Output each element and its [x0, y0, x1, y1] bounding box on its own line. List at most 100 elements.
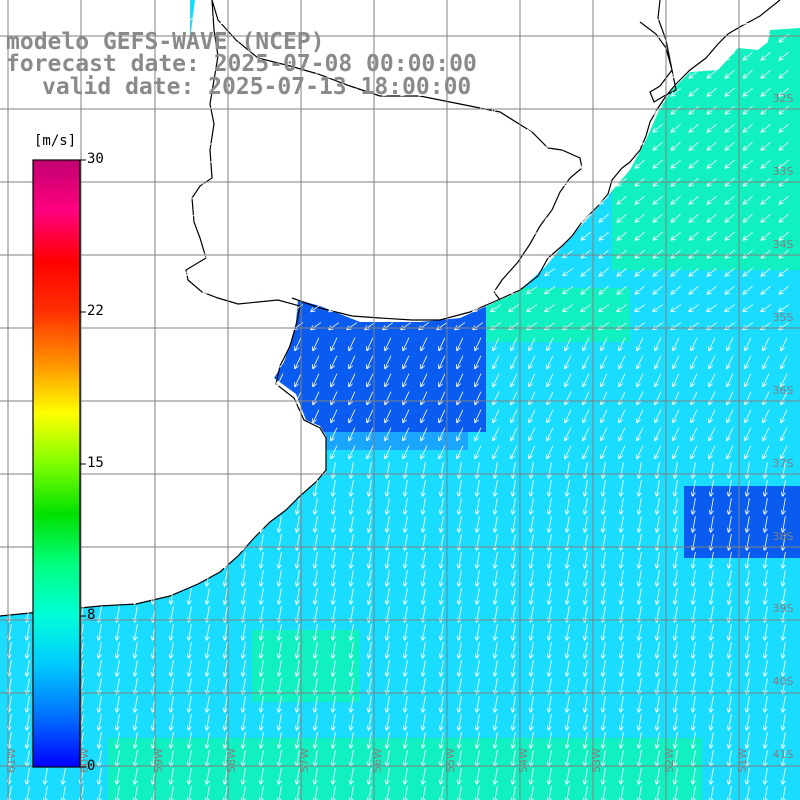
wind-arrow: [509, 52, 520, 60]
wind-arrow: [689, 51, 699, 60]
wind-arrow: [113, 250, 124, 258]
wind-arrow: [455, 214, 466, 222]
wind-arrow: [257, 106, 268, 114]
wind-arrow: [635, 267, 645, 276]
wind-arrow: [203, 16, 214, 24]
wind-arrow: [635, 195, 645, 204]
wind-arrow: [257, 196, 268, 204]
wind-arrow: [707, 249, 717, 258]
wind-arrow: [149, 286, 160, 294]
wind-arrow: [5, 70, 16, 78]
wind-arrow: [347, 16, 358, 24]
wind-arrow: [95, 16, 106, 24]
wind-arrow: [437, 88, 448, 96]
lat-label: 38S: [773, 530, 794, 543]
wind-arrow: [473, 16, 484, 24]
wind-arrow: [635, 15, 645, 24]
wind-arrow: [689, 249, 699, 258]
wind-arrow: [563, 160, 574, 168]
wind-arrow: [383, 88, 394, 96]
wind-arrow: [473, 268, 484, 276]
wind-arrow: [329, 214, 340, 222]
wind-arrow: [347, 232, 358, 240]
wind-arrow: [167, 124, 178, 132]
wind-arrow: [455, 16, 466, 24]
wind-arrow: [437, 214, 448, 222]
lat-label: 39S: [773, 602, 794, 615]
wind-arrow: [77, 70, 88, 78]
wind-arrow: [5, 250, 16, 258]
lat-label: 40S: [773, 675, 794, 688]
wind-arrow: [113, 88, 124, 96]
lon-label: 59W: [152, 748, 165, 773]
wind-arrow: [5, 160, 16, 168]
wind-arrow: [203, 196, 214, 204]
wind-arrow: [221, 106, 232, 114]
wind-arrow: [347, 70, 358, 78]
wind-arrow: [365, 268, 376, 276]
wind-arrow: [167, 214, 178, 222]
wind-arrow: [185, 88, 196, 96]
wind-arrow: [221, 268, 232, 276]
wind-arrow: [275, 16, 286, 24]
wind-arrow: [383, 124, 394, 132]
wind-arrow: [59, 52, 70, 60]
wind-arrow: [383, 232, 394, 240]
wind-arrow: [761, 267, 771, 276]
wind-arrow: [23, 70, 34, 78]
wind-arrow: [185, 214, 196, 222]
wind-arrow: [221, 160, 232, 168]
wind-arrow: [563, 70, 574, 78]
wind-arrow: [743, 87, 753, 96]
wind-arrow: [383, 160, 394, 168]
lon-label: 61W: [5, 748, 18, 773]
wind-arrow: [167, 232, 178, 240]
wind-arrow: [203, 268, 214, 276]
wind-arrow: [383, 16, 394, 24]
wind-arrow: [383, 70, 394, 78]
wind-arrow: [545, 70, 556, 78]
wind-arrow: [221, 232, 232, 240]
wind-arrow: [491, 250, 502, 258]
wind-arrow: [671, 231, 681, 240]
wind-arrow: [419, 214, 430, 222]
wind-arrow: [383, 52, 394, 60]
wind-arrow: [707, 123, 717, 132]
wind-arrow: [203, 106, 214, 114]
wind-arrow: [725, 15, 735, 24]
wind-arrow: [23, 214, 34, 222]
lon-label: 52W: [663, 748, 676, 773]
wind-arrow: [383, 196, 394, 204]
wind-arrow: [725, 195, 735, 204]
wind-arrow: [671, 69, 681, 78]
wind-arrow: [185, 304, 196, 312]
wind-arrow: [203, 286, 214, 294]
wind-arrow: [455, 268, 466, 276]
wind-arrow: [761, 285, 771, 294]
wind-arrow: [581, 249, 591, 258]
wind-arrow: [239, 268, 250, 276]
wind-arrow: [203, 250, 214, 258]
wind-arrow: [95, 214, 106, 222]
wind-arrow: [185, 160, 196, 168]
wind-arrow: [545, 142, 556, 150]
wind-arrow: [419, 16, 430, 24]
wind-arrow: [437, 286, 448, 294]
wind-arrow: [401, 286, 412, 294]
wind-arrow: [653, 15, 663, 24]
wind-arrow: [419, 52, 430, 60]
wind-arrow: [743, 249, 753, 258]
wind-arrow: [401, 16, 412, 24]
wind-arrow: [41, 124, 52, 132]
wind-arrow: [329, 268, 340, 276]
wind-arrow: [707, 267, 717, 276]
wind-arrow: [671, 285, 681, 294]
wind-arrow: [167, 106, 178, 114]
wind-arrow: [5, 304, 16, 312]
wind-arrow: [563, 196, 574, 204]
wind-arrow: [653, 231, 663, 240]
wind-arrow: [617, 159, 627, 168]
wind-arrow: [509, 106, 520, 114]
wind-arrow: [365, 250, 376, 258]
wind-arrow: [509, 142, 520, 150]
